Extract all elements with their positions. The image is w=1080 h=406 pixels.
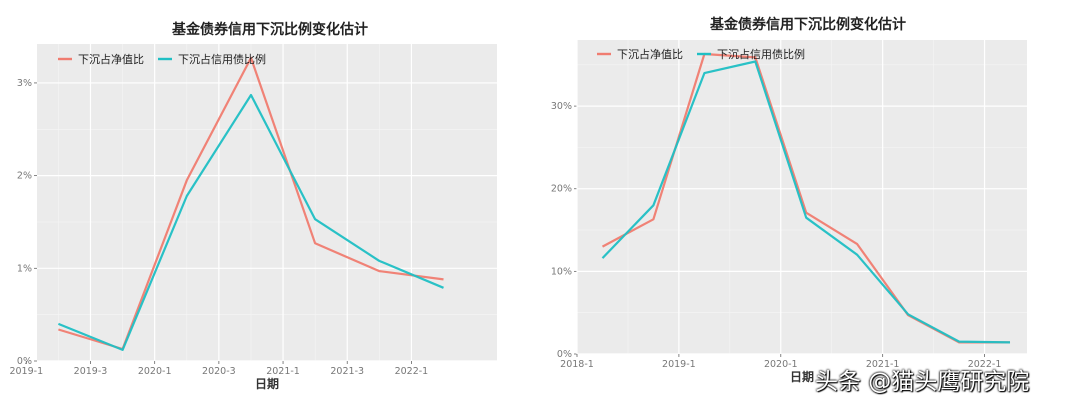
x-tick-label: 2022-1 (395, 366, 429, 377)
x-tick-label: 2021-3 (330, 366, 364, 377)
y-tick-label: 30% (551, 101, 572, 112)
chart-2: 0% 10% 20% 30% 2018-1 2019-1 2020-1 2021-1 2022-… (551, 16, 1027, 384)
x-tick-label: 2021-1 (266, 366, 300, 377)
x-tick-label: 2018-1 (560, 359, 594, 370)
chart-title: 基金债券信用下沉比例变化估计 (710, 16, 906, 33)
x-axis-label: 日期 (255, 376, 279, 391)
x-tick-label: 2022-1 (968, 359, 1002, 370)
legend-label-1: 下沉占净值比 (78, 52, 144, 66)
x-tick-label: 2021-1 (866, 359, 900, 370)
y-tick-label: 0% (557, 349, 572, 360)
chart-1: 0% 1% 2% 3% 2019-1 2019-3 2020-1 2020-3 2021-1 20… (9, 21, 497, 391)
plot-panel (37, 44, 497, 361)
y-tick-label: 0% (17, 356, 32, 367)
watermark: 头条 @猫头鹰研究院 (815, 369, 1030, 395)
y-tick-label: 10% (551, 266, 572, 277)
x-axis-label: 日期 (790, 369, 814, 384)
x-tick-label: 2020-3 (202, 366, 236, 377)
x-tick-label: 2019-1 (9, 366, 43, 377)
x-tick-label: 2019-3 (74, 366, 108, 377)
y-tick-label: 1% (17, 263, 32, 274)
y-tick-label: 2% (17, 171, 32, 182)
legend-label-2: 下沉占信用债比例 (717, 47, 805, 61)
x-tick-label: 2020-1 (764, 359, 798, 370)
x-tick-label: 2020-1 (138, 366, 172, 377)
x-tick-label: 2019-1 (662, 359, 696, 370)
legend-label-1: 下沉占净值比 (617, 47, 683, 61)
y-tick-label: 3% (17, 78, 32, 89)
legend-label-2: 下沉占信用债比例 (178, 52, 266, 66)
chart-title: 基金债券信用下沉比例变化估计 (172, 21, 368, 38)
y-tick-label: 20% (551, 184, 572, 195)
